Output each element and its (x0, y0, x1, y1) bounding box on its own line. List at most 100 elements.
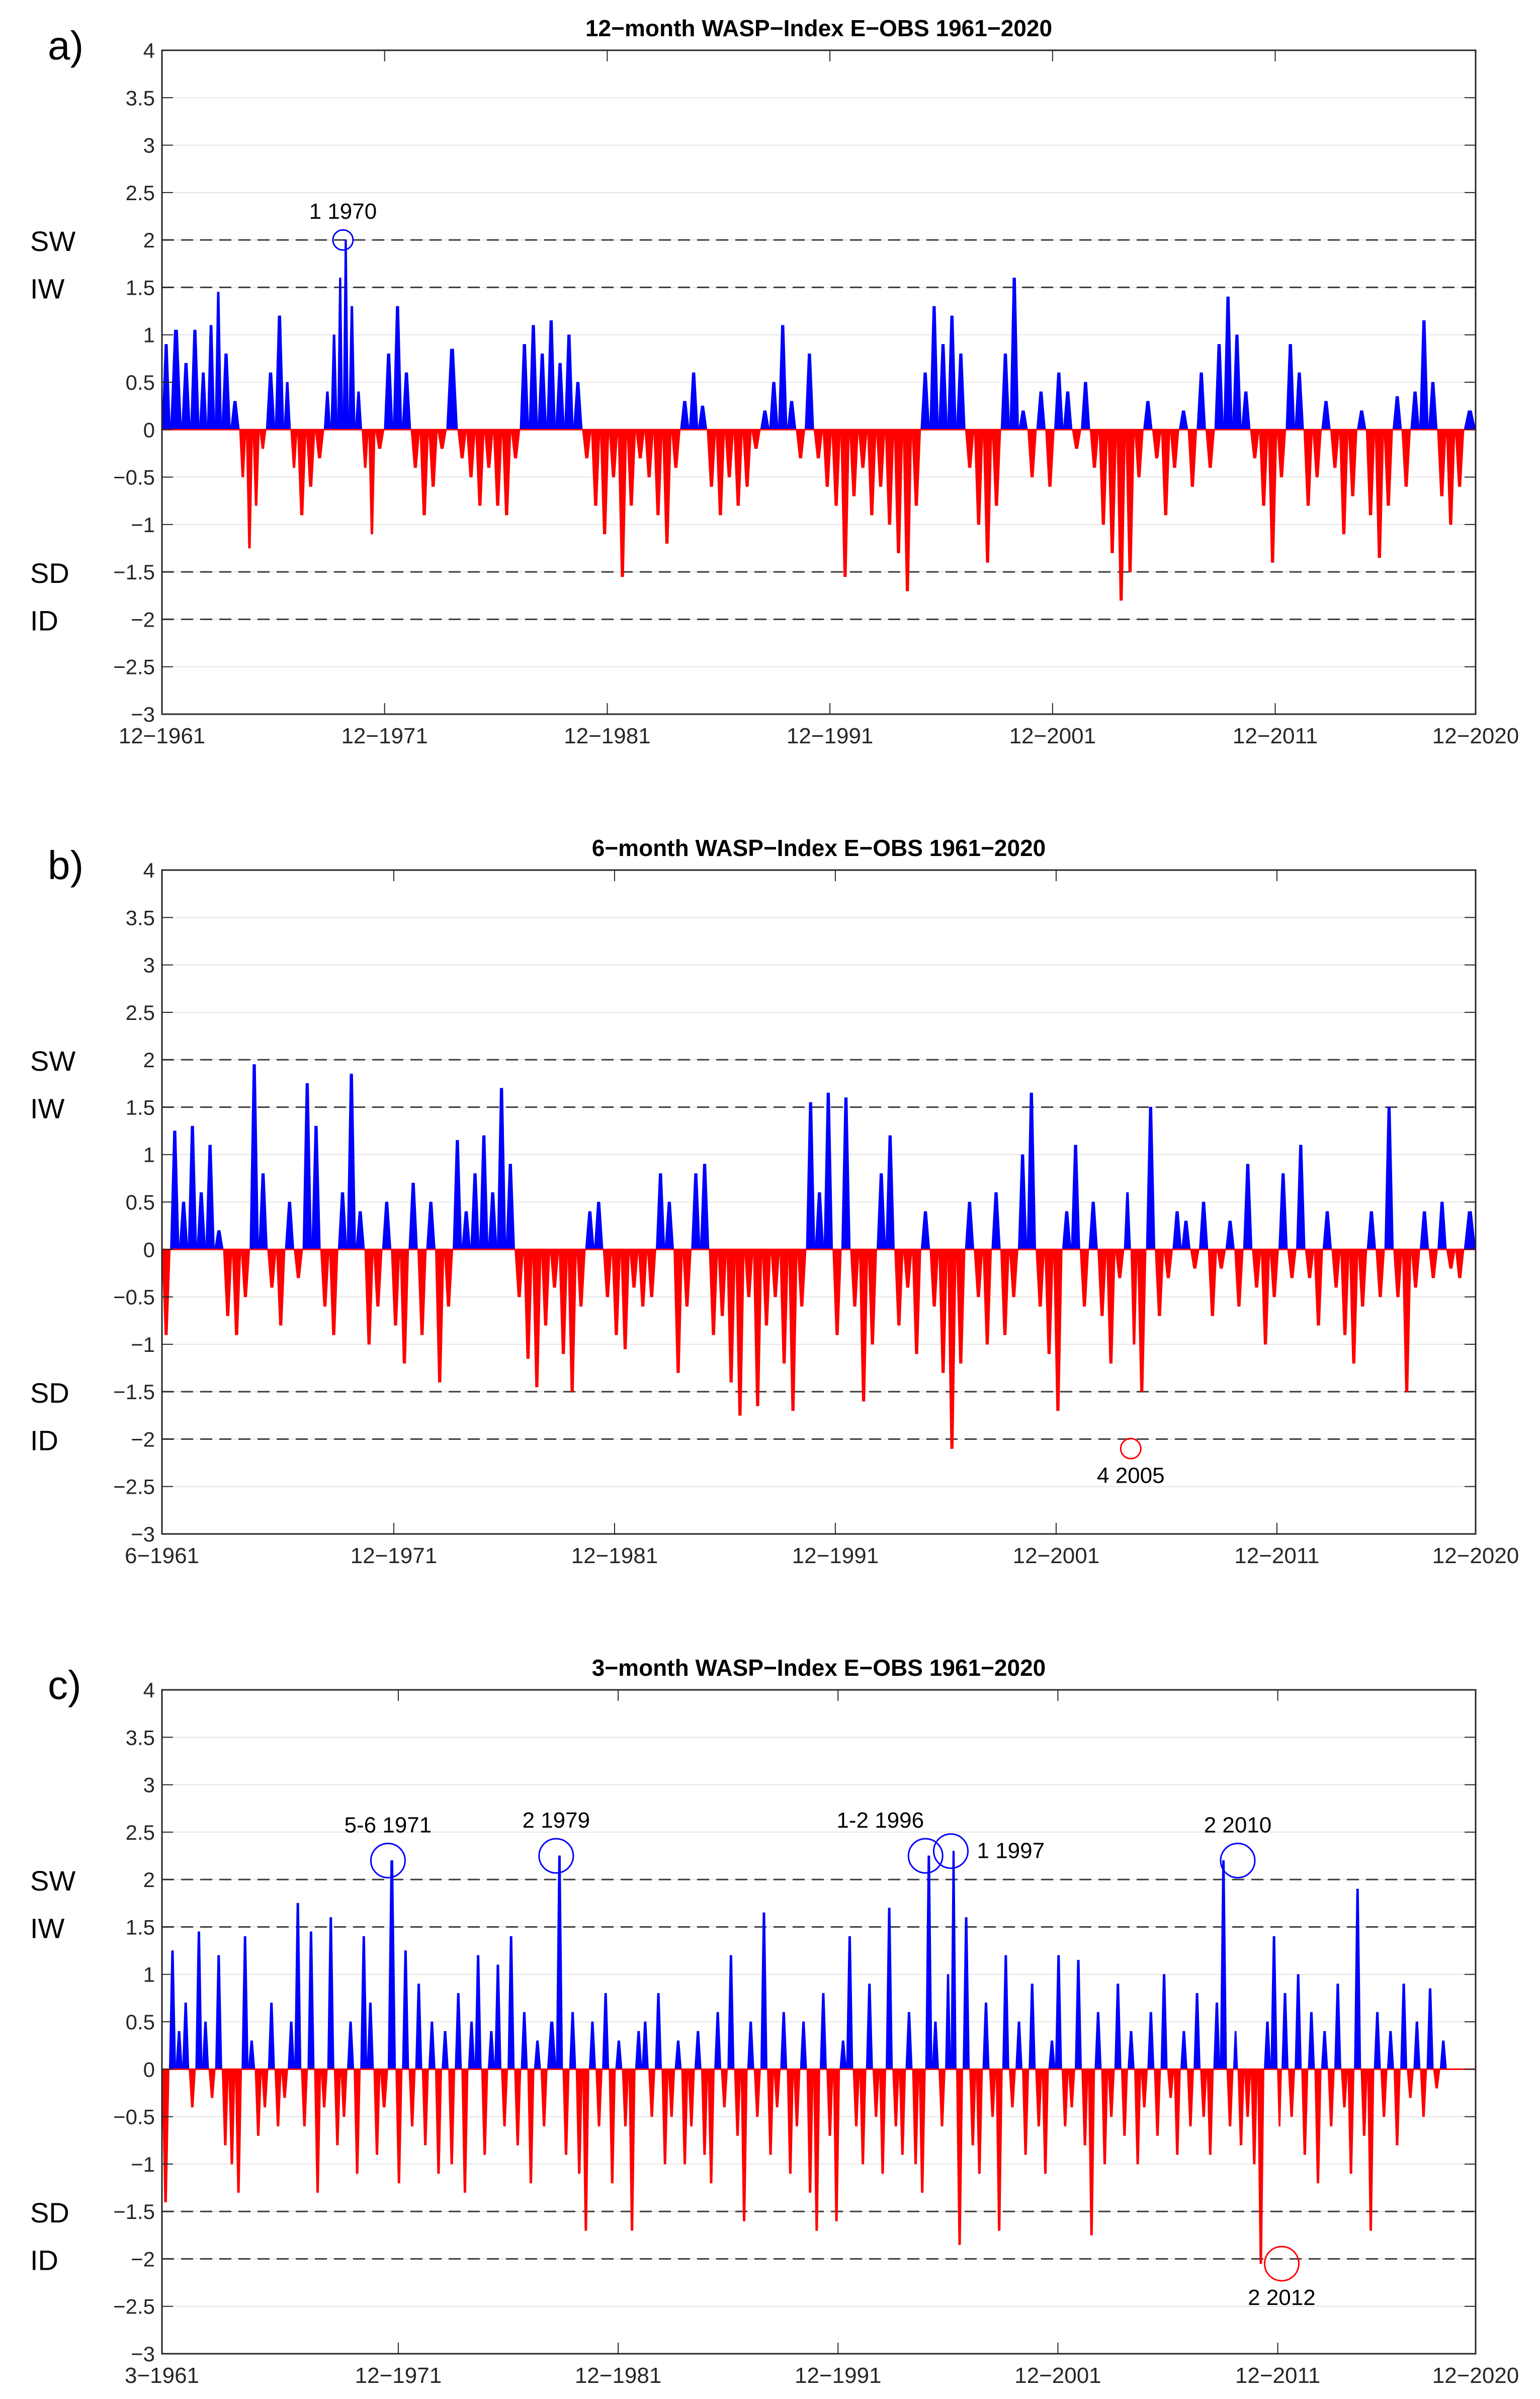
x-tick-label: 3−1961 (125, 2363, 199, 2388)
y-tick-label: 1.5 (126, 1915, 155, 1939)
threshold-label: IW (30, 1092, 65, 1124)
threshold-lines (162, 1878, 1476, 2260)
y-tick-label: −1 (131, 1333, 155, 1356)
panel-title: 6−month WASP−Index E−OBS 1961−2020 (592, 835, 1046, 861)
y-tick-label: 2 (143, 1048, 155, 1072)
y-tick-label: −2.5 (113, 655, 155, 679)
y-tick-label: 2 (143, 228, 155, 252)
threshold-label: IW (30, 273, 65, 304)
y-tick-label: 1 (143, 1963, 155, 1987)
threshold-labels: SW IW SD ID (30, 1865, 75, 2276)
threshold-label: SW (30, 1865, 75, 1897)
x-tick-label: 12−2011 (1234, 1544, 1319, 1568)
threshold-label: SW (30, 225, 75, 257)
threshold-label: SD (30, 557, 69, 589)
y-tick-labels: −3 −2.5 −2 −1.5 −1 −0.5 0 0.5 1 1.5 2 2.5 3 3.5 4 (113, 1678, 1476, 2366)
y-tick-label: −3 (131, 2342, 155, 2366)
event-annotations: 1 1970 (309, 199, 377, 251)
event-label: 1-2 1996 (836, 1808, 924, 1833)
y-tick-label: −0.5 (113, 1286, 155, 1309)
threshold-label: IW (30, 1912, 65, 1944)
y-tick-label: −1 (131, 513, 155, 537)
event-marker (1263, 2246, 1300, 2282)
y-tick-label: 3 (143, 1773, 155, 1797)
y-tick-label: −3 (131, 1522, 155, 1546)
y-tick-label: 0.5 (126, 1190, 155, 1214)
y-tick-label: −2.5 (113, 2295, 155, 2319)
event-label: 4 2005 (1097, 1463, 1165, 1488)
x-tick-label: 12−2020 (1432, 2363, 1519, 2388)
event-marker (370, 1842, 406, 1878)
panel-b: −3 −2.5 −2 −1.5 −1 −0.5 0 0.5 1 1.5 2 2.5 3 3.5 4 6−19… (30, 835, 1519, 1568)
y-tick-label: 1.5 (126, 276, 155, 299)
x-tick-label: 12−1991 (787, 724, 874, 748)
y-tick-label: 2.5 (126, 1001, 155, 1024)
y-tick-label: −1.5 (113, 2200, 155, 2223)
y-tick-label: 4 (143, 39, 155, 62)
y-tick-label: 0.5 (126, 371, 155, 394)
y-tick-label: −0.5 (113, 466, 155, 489)
y-tick-labels: −3 −2.5 −2 −1.5 −1 −0.5 0 0.5 1 1.5 2 2.5 3 3.5 4 (113, 39, 1476, 726)
event-marker (332, 229, 354, 251)
y-tick-label: −2 (131, 1427, 155, 1451)
x-tick-label: 6−1961 (125, 1544, 199, 1568)
x-tick-labels: 3−1961 12−1971 12−1981 12−1991 12−2001 12−201… (125, 1690, 1519, 2388)
x-tick-label: 12−1981 (564, 724, 651, 748)
y-tick-label: 0 (143, 2058, 155, 2081)
x-tick-label: 12−2011 (1233, 724, 1318, 748)
y-tick-label: 0 (143, 1238, 155, 1261)
y-tick-label: 4 (143, 1678, 155, 1702)
threshold-label: SD (30, 2197, 69, 2229)
series-bars (161, 1064, 1476, 1449)
y-tick-label: 2.5 (126, 1821, 155, 1844)
panel-title: 12−month WASP−Index E−OBS 1961−2020 (585, 15, 1052, 41)
panel-title: 3−month WASP−Index E−OBS 1961−2020 (592, 1655, 1046, 1681)
y-tick-label: 3 (143, 954, 155, 977)
x-tick-label: 12−1971 (341, 724, 428, 748)
event-label: 2 1979 (523, 1808, 590, 1833)
x-tick-label: 12−2001 (1009, 724, 1096, 748)
panel-label: b) (48, 843, 83, 888)
threshold-labels: SW IW SD ID (30, 225, 75, 636)
y-tick-label: 2 (143, 1868, 155, 1892)
y-tick-labels: −3 −2.5 −2 −1.5 −1 −0.5 0 0.5 1 1.5 2 2.5 3 3.5 4 (113, 859, 1476, 1546)
y-tick-label: 0 (143, 418, 155, 442)
x-tick-label: 12−1991 (792, 1544, 879, 1568)
event-label: 1 1997 (977, 1839, 1045, 1863)
x-tick-label: 12−1991 (795, 2363, 882, 2388)
y-tick-label: 3.5 (126, 86, 155, 110)
y-tick-label: 1 (143, 323, 155, 347)
panel-label: c) (48, 1663, 81, 1707)
event-annotations: 5-6 1971 2 1979 1-2 1996 1 1997 2 2010 2 2012 (345, 1808, 1316, 2310)
threshold-label: ID (30, 605, 58, 636)
x-tick-label: 12−1981 (571, 1544, 658, 1568)
y-tick-label: −2 (131, 608, 155, 631)
x-tick-label: 12−1961 (119, 724, 206, 748)
x-tick-label: 12−2001 (1013, 1544, 1100, 1568)
x-tick-label: 12−2020 (1432, 1544, 1519, 1568)
event-label: 1 1970 (309, 199, 377, 224)
panel-a: −3 −2.5 −2 −1.5 −1 −0.5 0 0.5 1 1.5 2 2.5 3 3.5 4 12−1… (30, 15, 1519, 748)
threshold-label: ID (30, 1424, 58, 1456)
y-tick-label: 3.5 (126, 1726, 155, 1749)
y-tick-label: 4 (143, 859, 155, 882)
event-label: 2 2010 (1204, 1813, 1272, 1837)
event-marker (538, 1838, 574, 1874)
y-tick-label: 3 (143, 134, 155, 157)
x-tick-labels: 12−1961 12−1971 12−1981 12−1991 12−2001 12−20… (119, 50, 1519, 748)
x-tick-label: 12−1981 (575, 2363, 662, 2388)
event-marker (1220, 1842, 1256, 1878)
y-tick-label: 1.5 (126, 1095, 155, 1119)
threshold-label: SD (30, 1377, 69, 1409)
x-tick-label: 12−2020 (1432, 724, 1519, 748)
x-tick-label: 12−1971 (351, 1544, 438, 1568)
threshold-lines (162, 1059, 1476, 1440)
y-tick-label: −1 (131, 2153, 155, 2176)
x-tick-label: 12−1971 (355, 2363, 442, 2388)
x-tick-label: 12−2001 (1014, 2363, 1101, 2388)
y-tick-label: −2.5 (113, 1475, 155, 1499)
event-marker (907, 1838, 944, 1874)
y-tick-label: −1.5 (113, 560, 155, 584)
x-tick-label: 12−2011 (1235, 2363, 1320, 2388)
